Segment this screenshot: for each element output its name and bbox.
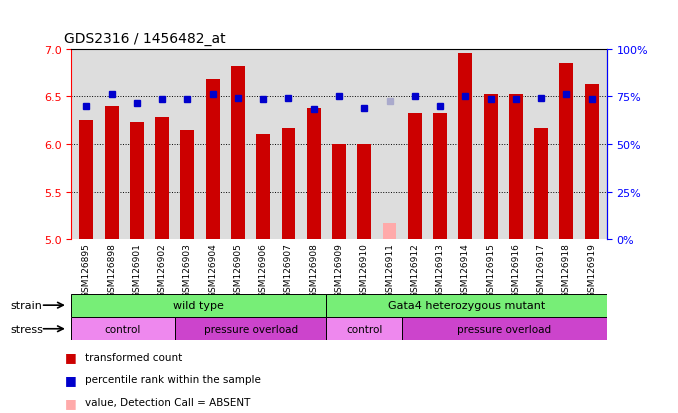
Text: GSM126910: GSM126910 [360, 242, 369, 297]
Text: GSM126908: GSM126908 [309, 242, 318, 297]
Text: GSM126918: GSM126918 [562, 242, 571, 297]
Bar [79, 121, 94, 240]
Text: ■: ■ [64, 396, 76, 409]
Text: Gata4 heterozygous mutant: Gata4 heterozygous mutant [388, 300, 545, 311]
Text: GSM126901: GSM126901 [132, 242, 142, 297]
Bar [382, 223, 397, 240]
Text: GSM126916: GSM126916 [511, 242, 520, 297]
Bar [402, 318, 607, 340]
Text: GSM126903: GSM126903 [183, 242, 192, 297]
Text: GSM126904: GSM126904 [208, 242, 217, 297]
Text: ■: ■ [64, 373, 76, 386]
Text: ■: ■ [64, 350, 76, 363]
Bar [458, 54, 473, 240]
Bar [71, 294, 326, 317]
Bar [256, 135, 270, 240]
Text: value, Detection Call = ABSENT: value, Detection Call = ABSENT [85, 397, 250, 407]
Text: GSM126898: GSM126898 [107, 242, 116, 297]
Bar [509, 95, 523, 240]
Text: GSM126912: GSM126912 [410, 242, 419, 297]
Bar [408, 114, 422, 240]
Text: GSM126911: GSM126911 [385, 242, 394, 297]
Text: GSM126907: GSM126907 [284, 242, 293, 297]
Bar [231, 66, 245, 240]
Text: wild type: wild type [174, 300, 224, 311]
Bar [559, 64, 574, 240]
Bar [104, 107, 119, 240]
Bar [534, 128, 548, 240]
Bar [433, 114, 447, 240]
Bar [357, 145, 372, 240]
Text: control: control [105, 324, 141, 334]
Bar [130, 123, 144, 240]
Text: GSM126902: GSM126902 [158, 242, 167, 297]
Text: transformed count: transformed count [85, 352, 182, 362]
Bar [584, 85, 599, 240]
Bar [205, 80, 220, 240]
Text: GSM126895: GSM126895 [82, 242, 91, 297]
Bar [71, 318, 175, 340]
Text: GSM126915: GSM126915 [486, 242, 495, 297]
Text: stress: stress [10, 324, 43, 334]
Text: GSM126919: GSM126919 [587, 242, 596, 297]
Text: GSM126917: GSM126917 [536, 242, 546, 297]
Text: GSM126906: GSM126906 [259, 242, 268, 297]
Text: control: control [346, 324, 382, 334]
Text: strain: strain [10, 300, 42, 311]
Text: GSM126913: GSM126913 [435, 242, 445, 297]
Bar [326, 318, 402, 340]
Bar [326, 294, 607, 317]
Text: pressure overload: pressure overload [203, 324, 298, 334]
Bar [332, 145, 346, 240]
Bar [281, 128, 296, 240]
Text: GDS2316 / 1456482_at: GDS2316 / 1456482_at [64, 31, 226, 45]
Text: percentile rank within the sample: percentile rank within the sample [85, 375, 260, 385]
Text: GSM126914: GSM126914 [461, 242, 470, 297]
Text: GSM126905: GSM126905 [233, 242, 243, 297]
Bar [155, 118, 169, 240]
Bar [175, 318, 326, 340]
Text: pressure overload: pressure overload [458, 324, 551, 334]
Bar [180, 131, 195, 240]
Bar [483, 95, 498, 240]
Text: GSM126909: GSM126909 [334, 242, 344, 297]
Bar [306, 109, 321, 240]
